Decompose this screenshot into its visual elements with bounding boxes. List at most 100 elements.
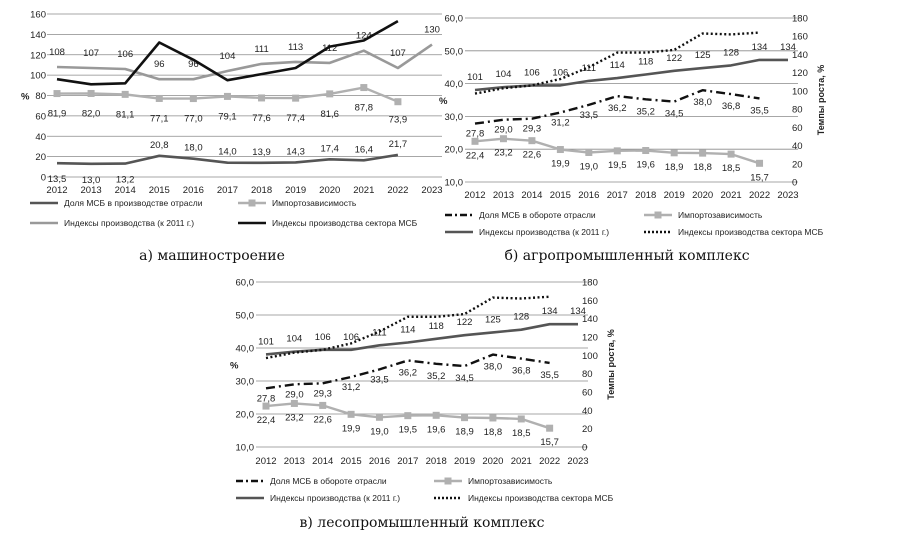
legend-label: Индексы производства сектора МСБ: [468, 493, 614, 503]
data-label: 77,1: [150, 113, 169, 124]
y-tick-label: 40: [35, 132, 46, 143]
y-tick-label: 10,0: [445, 178, 464, 189]
data-label: 15,7: [750, 172, 769, 183]
data-label: 19,9: [551, 159, 570, 170]
data-label: 87,8: [355, 103, 374, 114]
legend-label: Индексы производства сектора МСБ: [678, 227, 824, 237]
data-label: 134: [542, 306, 558, 317]
data-label: 13,2: [116, 175, 135, 186]
y-tick-label: 20,0: [445, 145, 464, 156]
y-axis-label: %: [230, 361, 239, 372]
data-label: 96: [188, 59, 199, 70]
data-label: 36,2: [399, 368, 418, 379]
series-marker: [319, 401, 327, 409]
data-label: 34,5: [665, 109, 684, 120]
data-label: 20,8: [150, 140, 169, 151]
series-line: [265, 322, 578, 356]
data-label: 77,0: [184, 114, 203, 125]
series-marker: [290, 399, 298, 407]
y-tick-label: 30,0: [236, 377, 255, 388]
data-label: 19,0: [370, 426, 389, 437]
series-line: [474, 31, 760, 95]
x-tick-label: 2022: [539, 456, 560, 467]
data-label: 14,3: [286, 146, 305, 157]
chart-caption: в) лесопромышленный комплекс: [300, 515, 545, 531]
x-tick-label: 2012: [464, 190, 485, 201]
data-label: 33,5: [580, 110, 599, 121]
y2-axis-label: Темпы роста, %: [816, 65, 826, 136]
x-tick-label: 2016: [183, 185, 204, 196]
series-line: [56, 153, 399, 166]
x-tick-label: 2018: [635, 190, 656, 201]
x-tick-label: 2018: [251, 185, 272, 196]
series-marker: [517, 415, 525, 423]
data-label: 106: [315, 332, 331, 343]
y-tick-label: 30,0: [445, 112, 464, 123]
legend-label: Импортозависимость: [468, 476, 553, 486]
y-tick-label: 60,0: [445, 14, 464, 25]
data-label: 29,3: [313, 388, 332, 399]
legend-label: Импортозависимость: [678, 210, 763, 220]
series-marker: [375, 413, 383, 421]
data-label: 118: [429, 321, 444, 332]
data-label: 29,3: [523, 124, 542, 135]
legend-label: Индексы производства (к 2011 г.): [479, 227, 609, 237]
chart-caption: а) машиностроение: [139, 248, 285, 264]
x-tick-label: 2015: [550, 190, 571, 201]
series-marker: [727, 150, 735, 158]
data-label: 106: [552, 67, 568, 78]
y-tick-label: 140: [30, 30, 46, 41]
data-label: 112: [322, 43, 337, 54]
data-label: 19,6: [636, 160, 655, 171]
y-tick-label: 40,0: [445, 79, 464, 90]
data-label: 18,9: [665, 162, 684, 173]
series-marker: [489, 414, 497, 422]
data-label: 104: [220, 51, 236, 62]
data-label: 18,5: [512, 428, 531, 439]
y2-tick-label: 40: [792, 141, 803, 152]
x-tick-label: 2018: [426, 456, 447, 467]
data-label: 107: [83, 48, 99, 59]
series-line: [56, 19, 399, 86]
y2-tick-label: 140: [582, 314, 598, 325]
data-label: 29,0: [494, 125, 513, 136]
data-label: 122: [457, 317, 473, 328]
data-label: 125: [695, 50, 711, 61]
chart-panel: 10,0 20,0 30,0 40,0 50,0 60,0% 0 20 40 60 80 100 120…: [439, 14, 826, 265]
x-tick-label: 2013: [81, 185, 102, 196]
y2-tick-label: 80: [792, 105, 803, 116]
y2-tick-label: 40: [582, 406, 593, 417]
data-label: 15,7: [540, 437, 559, 448]
x-tick-label: 2012: [46, 185, 67, 196]
data-label: 106: [343, 332, 359, 343]
x-tick-label: 2021: [511, 456, 532, 467]
series-line: [265, 353, 550, 390]
data-label: 81,1: [116, 109, 135, 120]
data-label: 128: [513, 312, 529, 323]
x-tick-label: 2019: [285, 185, 306, 196]
y2-tick-label: 160: [582, 296, 598, 307]
x-tick-label: 2017: [217, 185, 238, 196]
data-label: 22,6: [523, 150, 542, 161]
series-line: [474, 89, 760, 125]
legend-marker: [444, 477, 452, 485]
legend-label: Доля МСБ в обороте отрасли: [270, 476, 387, 486]
series-marker: [258, 94, 266, 102]
data-label: 22,6: [313, 414, 332, 425]
legend-label: Импортозависимость: [272, 198, 357, 208]
data-label: 106: [117, 49, 133, 60]
y2-tick-label: 180: [792, 14, 808, 25]
x-tick-label: 2017: [397, 456, 418, 467]
data-label: 114: [400, 325, 415, 336]
series-line: [474, 58, 788, 92]
data-label: 35,5: [750, 105, 769, 116]
x-tick-label: 2021: [353, 185, 374, 196]
data-label: 118: [638, 56, 653, 67]
series-marker: [699, 149, 707, 157]
chart-panel: 10,0 20,0 30,0 40,0 50,0 60,0% 0 20 40 60 80 100 120…: [230, 278, 616, 532]
data-label: 81,6: [320, 109, 339, 120]
y2-tick-label: 20: [582, 424, 593, 435]
data-label: 77,4: [286, 113, 305, 124]
data-label: 16,4: [355, 144, 374, 155]
